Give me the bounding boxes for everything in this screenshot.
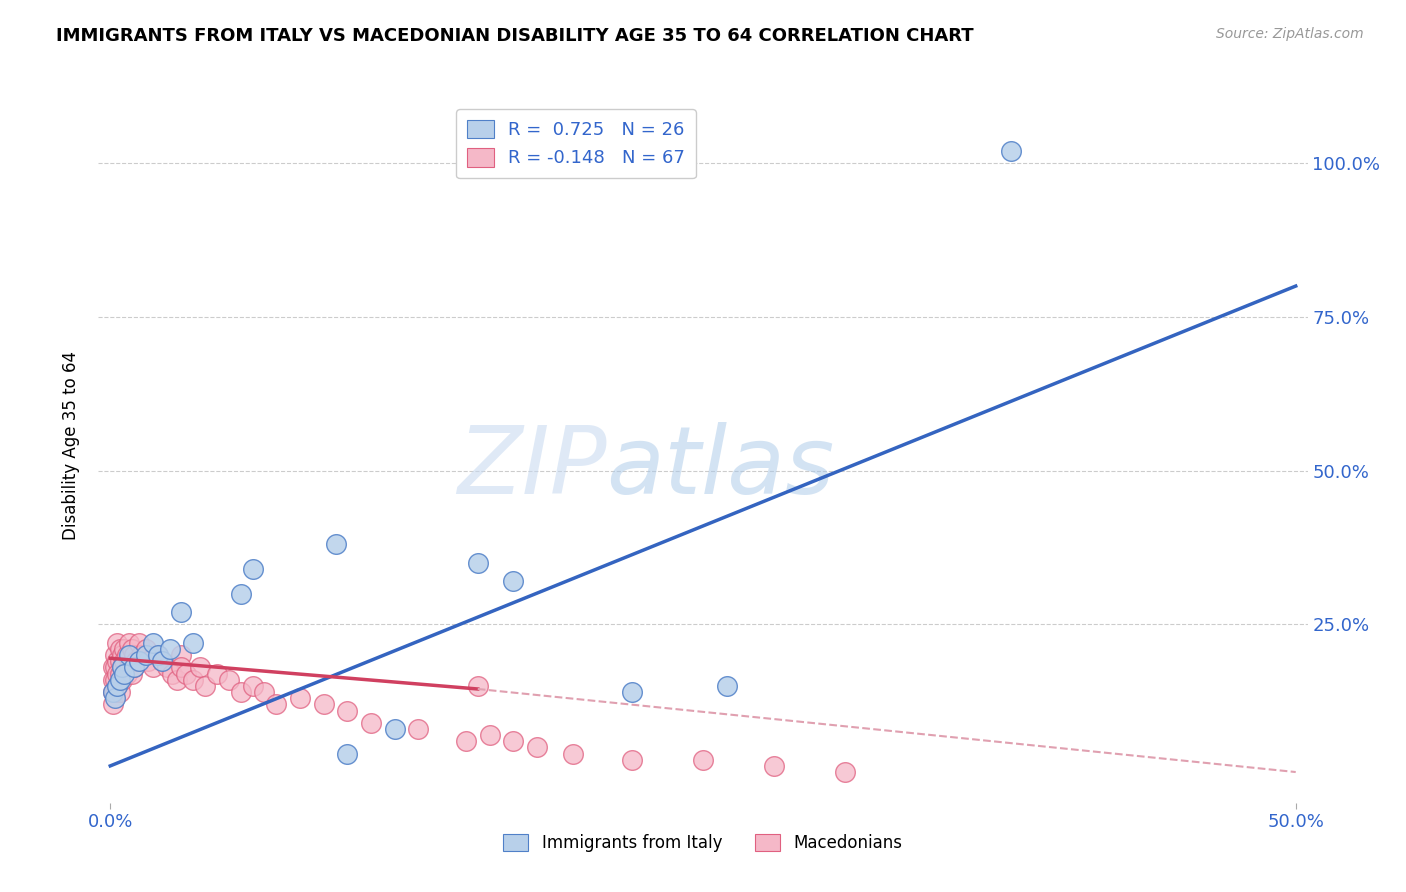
Point: [118, 660, 141, 674]
Point: [104, 660, 127, 674]
Point: [108, 642, 131, 657]
Point: [108, 673, 131, 687]
Point: [156, 660, 179, 674]
Point: [114, 642, 136, 657]
Point: [111, 673, 134, 687]
Point: [181, 673, 204, 687]
Point: [101, 673, 124, 687]
Point: [108, 685, 131, 699]
Point: [114, 666, 136, 681]
Point: [620, 753, 643, 767]
Point: [136, 654, 159, 668]
Point: [111, 660, 134, 674]
Point: [128, 636, 150, 650]
Point: [128, 654, 150, 668]
Point: [101, 660, 124, 674]
Legend: Immigrants from Italy, Macedonians: Immigrants from Italy, Macedonians: [496, 827, 910, 859]
Point: [101, 685, 124, 699]
Point: [467, 556, 489, 570]
Text: Source: ZipAtlas.com: Source: ZipAtlas.com: [1216, 27, 1364, 41]
Point: [502, 574, 524, 589]
Point: [834, 765, 856, 780]
Point: [478, 728, 501, 742]
Text: IMMIGRANTS FROM ITALY VS MACEDONIAN DISABILITY AGE 35 TO 64 CORRELATION CHART: IMMIGRANTS FROM ITALY VS MACEDONIAN DISA…: [56, 27, 974, 45]
Point: [105, 666, 128, 681]
Point: [101, 698, 124, 712]
Point: [325, 537, 347, 551]
Point: [1000, 144, 1022, 158]
Point: [174, 666, 197, 681]
Point: [111, 660, 134, 674]
Point: [121, 642, 143, 657]
Point: [118, 648, 141, 662]
Text: ZIP: ZIP: [457, 422, 606, 513]
Point: [181, 636, 204, 650]
Point: [135, 648, 157, 662]
Point: [114, 654, 136, 668]
Point: [122, 660, 145, 674]
Point: [467, 679, 489, 693]
Point: [152, 654, 174, 668]
Point: [253, 685, 276, 699]
Point: [190, 660, 212, 674]
Point: [242, 679, 264, 693]
Point: [716, 679, 738, 693]
Point: [561, 747, 583, 761]
Point: [121, 666, 143, 681]
Point: [229, 587, 252, 601]
Point: [170, 648, 193, 662]
Point: [105, 679, 128, 693]
Y-axis label: Disability Age 35 to 64: Disability Age 35 to 64: [62, 351, 80, 541]
Point: [763, 759, 786, 773]
Point: [218, 673, 240, 687]
Point: [104, 673, 127, 687]
Point: [105, 636, 128, 650]
Point: [108, 666, 131, 681]
Point: [122, 660, 145, 674]
Point: [115, 648, 138, 662]
Point: [502, 734, 524, 748]
Point: [160, 666, 183, 681]
Point: [229, 685, 252, 699]
Point: [104, 648, 127, 662]
Point: [115, 666, 138, 681]
Point: [105, 679, 128, 693]
Point: [159, 642, 181, 657]
Point: [288, 691, 311, 706]
Point: [384, 722, 406, 736]
Point: [101, 685, 124, 699]
Point: [166, 673, 188, 687]
Point: [118, 636, 141, 650]
Point: [142, 660, 165, 674]
Point: [336, 747, 359, 761]
Point: [146, 648, 169, 662]
Point: [312, 698, 335, 712]
Point: [105, 654, 128, 668]
Point: [146, 648, 169, 662]
Point: [360, 715, 382, 730]
Point: [205, 666, 228, 681]
Point: [122, 648, 145, 662]
Point: [104, 685, 127, 699]
Point: [336, 704, 359, 718]
Point: [264, 698, 287, 712]
Point: [142, 636, 165, 650]
Point: [454, 734, 477, 748]
Point: [104, 691, 127, 706]
Point: [108, 654, 131, 668]
Point: [620, 685, 643, 699]
Point: [125, 654, 148, 668]
Point: [129, 648, 152, 662]
Point: [152, 654, 174, 668]
Point: [135, 642, 157, 657]
Point: [170, 605, 193, 619]
Point: [111, 648, 134, 662]
Point: [170, 660, 193, 674]
Point: [692, 753, 714, 767]
Point: [526, 740, 548, 755]
Text: atlas: atlas: [606, 422, 835, 513]
Point: [242, 562, 264, 576]
Point: [408, 722, 430, 736]
Point: [194, 679, 217, 693]
